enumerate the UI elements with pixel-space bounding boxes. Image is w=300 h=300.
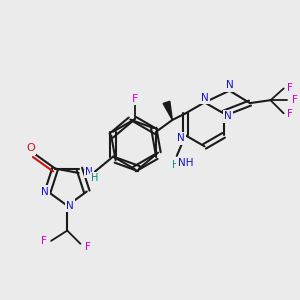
Text: NH: NH: [178, 158, 193, 168]
Text: N: N: [66, 201, 74, 211]
Text: N: N: [85, 167, 93, 176]
Text: N: N: [201, 93, 209, 103]
Text: H: H: [172, 160, 179, 170]
Polygon shape: [163, 101, 172, 120]
Text: N: N: [224, 111, 232, 121]
Text: N: N: [41, 187, 49, 196]
Text: F: F: [287, 109, 293, 119]
Text: O: O: [26, 143, 35, 153]
Text: F: F: [287, 83, 293, 94]
Text: F: F: [292, 94, 298, 105]
Text: N: N: [177, 133, 185, 143]
Text: F: F: [41, 236, 47, 246]
Text: F: F: [131, 94, 138, 104]
Text: F: F: [85, 242, 91, 252]
Text: N: N: [226, 80, 233, 90]
Text: H: H: [91, 173, 98, 183]
